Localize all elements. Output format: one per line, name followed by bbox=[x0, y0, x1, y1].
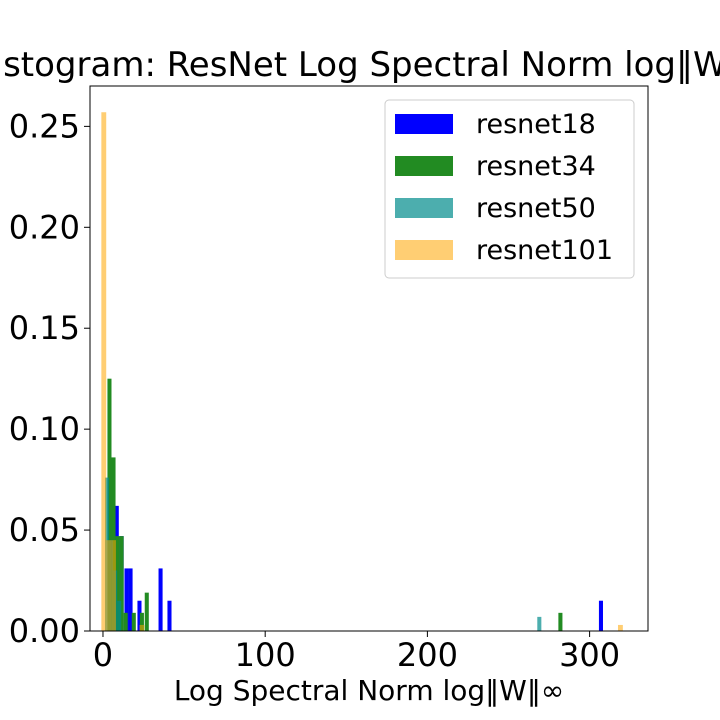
legend-label-resnet34: resnet34 bbox=[476, 151, 596, 182]
bar-resnet50-3 bbox=[117, 600, 122, 631]
bar-resnet18-7 bbox=[598, 600, 603, 631]
legend-box bbox=[384, 99, 635, 279]
x-tick-label: 0 bbox=[93, 636, 113, 674]
legend: resnet18 resnet34 resnet50 resnet101 bbox=[384, 99, 635, 279]
y-tick-label: 0.00 bbox=[9, 612, 80, 650]
legend-label-resnet18: resnet18 bbox=[476, 109, 596, 140]
bar-resnet34-0 bbox=[107, 378, 112, 631]
legend-label-resnet101: resnet101 bbox=[476, 235, 613, 266]
y-tick-label: 0.25 bbox=[9, 107, 80, 145]
bar-resnet34-7 bbox=[144, 592, 149, 631]
legend-swatch-resnet34 bbox=[395, 156, 453, 176]
bar-resnet101-3 bbox=[139, 624, 145, 631]
legend-label-resnet50: resnet50 bbox=[476, 193, 596, 224]
bar-resnet34-4 bbox=[123, 612, 128, 631]
x-tick-label: 200 bbox=[397, 636, 458, 674]
bar-resnet18-6 bbox=[167, 600, 172, 631]
bar-resnet101-1 bbox=[106, 540, 112, 631]
bar-resnet101-4 bbox=[617, 624, 623, 631]
y-tick-label: 0.10 bbox=[9, 410, 80, 448]
chart-title: Histogram: ResNet Log Spectral Norm log‖… bbox=[0, 45, 720, 85]
x-tick-label: 300 bbox=[559, 636, 620, 674]
x-tick-label: 100 bbox=[235, 636, 296, 674]
legend-swatch-resnet18 bbox=[395, 114, 453, 134]
legend-swatch-resnet101 bbox=[395, 240, 453, 260]
x-axis-label: Log Spectral Norm log‖W‖∞ bbox=[174, 674, 564, 707]
bar-resnet34-5 bbox=[131, 612, 136, 631]
legend-swatch-resnet50 bbox=[395, 198, 453, 218]
bar-resnet34-6 bbox=[139, 612, 144, 631]
y-tick-label: 0.05 bbox=[9, 511, 80, 549]
bar-resnet18-2 bbox=[124, 568, 129, 631]
bar-resnet34-2 bbox=[115, 536, 120, 631]
bar-resnet18-4 bbox=[137, 600, 142, 631]
bar-resnet34-3 bbox=[119, 536, 124, 631]
bar-resnet34-8 bbox=[558, 612, 563, 631]
bar-resnet101-0 bbox=[101, 112, 107, 632]
bar-resnet50-4 bbox=[537, 616, 542, 631]
bar-resnet18-5 bbox=[158, 568, 163, 631]
plot-frame bbox=[89, 85, 649, 632]
bar-resnet18-3 bbox=[128, 568, 133, 631]
bars-layer bbox=[101, 112, 623, 632]
y-tick-label: 0.15 bbox=[9, 309, 80, 347]
ticks-layer: 0 100 200 300 0.00 0.05 0.10 0.15 0.20 0.25 bbox=[9, 107, 620, 674]
bar-resnet101-2 bbox=[111, 540, 116, 631]
y-tick-label: 0.20 bbox=[9, 208, 80, 246]
